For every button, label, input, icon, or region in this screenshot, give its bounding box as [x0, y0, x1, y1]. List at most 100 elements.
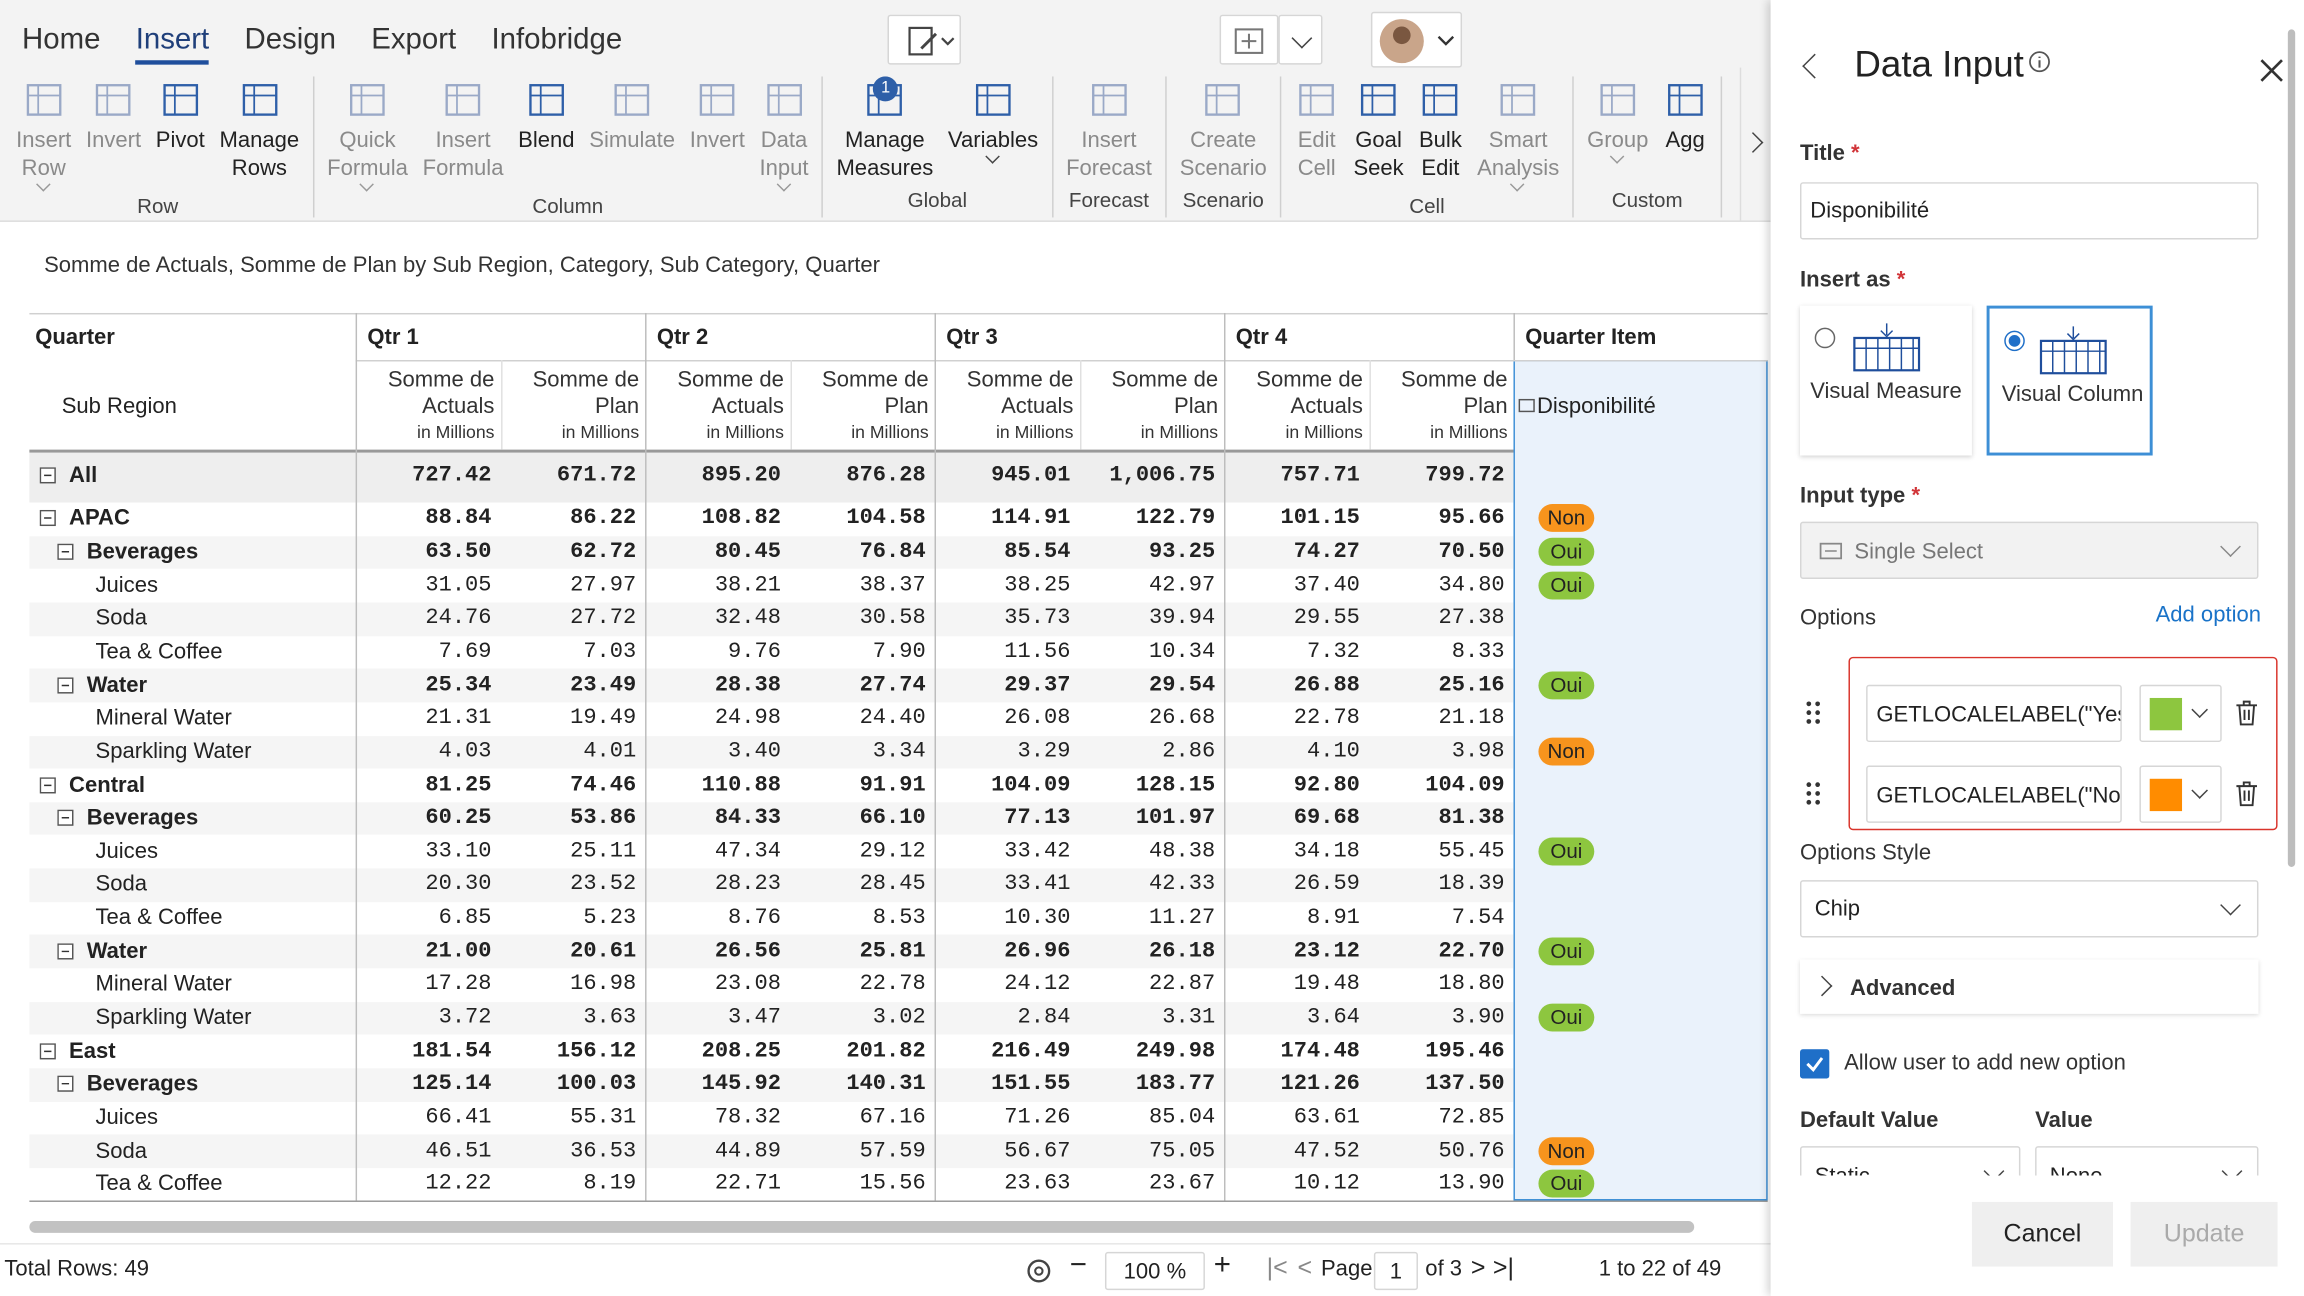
collapse-toggle[interactable]	[57, 1076, 75, 1094]
value-cell: 208.25	[649, 1038, 781, 1063]
value-cell: 26.18	[1083, 939, 1215, 964]
chip[interactable]: Oui	[1538, 1170, 1594, 1198]
measure-header: Somme de Plan	[507, 367, 639, 420]
chip[interactable]: Oui	[1538, 1004, 1594, 1032]
value-cell: 11.56	[938, 639, 1070, 664]
option-input[interactable]: GETLOCALELABEL("Yes")	[1866, 685, 2122, 742]
insert-as-card[interactable]: Visual Measure	[1800, 306, 1972, 456]
options-style-select[interactable]: Chip	[1800, 880, 2258, 937]
card-icon	[1851, 323, 1922, 373]
handle-dot	[1815, 719, 1820, 724]
icon-shape	[1854, 338, 1919, 370]
settings-icon[interactable]	[1021, 1253, 1056, 1288]
chip[interactable]: Non	[1538, 737, 1594, 765]
delete-option[interactable]	[2235, 780, 2259, 806]
input-type-select[interactable]: Single Select	[1800, 522, 2258, 579]
value-cell: 25.34	[359, 672, 491, 697]
value-cell: 13.90	[1372, 1172, 1504, 1197]
previous-page[interactable]: <	[1297, 1253, 1312, 1282]
add-option[interactable]: Add option	[2156, 602, 2261, 627]
zoom-in[interactable]: +	[1214, 1249, 1231, 1283]
value-cell: 10.12	[1228, 1172, 1360, 1197]
last-page[interactable]: >|	[1493, 1253, 1514, 1282]
info-icon[interactable]	[2028, 50, 2052, 74]
radio[interactable]	[1813, 326, 1837, 350]
first-page[interactable]: |<	[1267, 1253, 1288, 1282]
quarter-header[interactable]: Qtr 2	[657, 325, 708, 350]
chip[interactable]: Oui	[1538, 837, 1594, 865]
collapse-toggle[interactable]	[40, 1043, 58, 1061]
icon-shape	[1880, 323, 1892, 336]
value-cell: 5.23	[504, 905, 636, 930]
row-label: Juices	[96, 839, 158, 864]
value-cell: 1,006.75	[1083, 463, 1215, 488]
collapse-toggle[interactable]	[57, 677, 75, 695]
value-cell: 42.33	[1083, 872, 1215, 897]
insert-as-card[interactable]: Visual Column	[1987, 306, 2153, 456]
value-cell: 29.54	[1083, 672, 1215, 697]
value-cell: 100.03	[504, 1072, 636, 1097]
page-input[interactable]: 1	[1374, 1252, 1418, 1290]
option-color[interactable]	[2139, 685, 2221, 742]
radio[interactable]	[2003, 329, 2027, 353]
quarter-header[interactable]: Qtr 4	[1236, 325, 1287, 350]
chip[interactable]: Non	[1538, 504, 1594, 532]
chip[interactable]: Oui	[1538, 538, 1594, 566]
chip[interactable]: Oui	[1538, 937, 1594, 965]
delete-option[interactable]	[2235, 699, 2259, 725]
quarter-header[interactable]: Qtr 3	[946, 325, 997, 350]
value-cell: 4.03	[359, 739, 491, 764]
collapse-toggle[interactable]	[57, 810, 75, 828]
collapse-toggle[interactable]	[40, 777, 58, 795]
value-select[interactable]: None	[2035, 1146, 2258, 1175]
back-button[interactable]	[1802, 54, 1827, 79]
item-column-bg	[1513, 360, 1767, 1200]
update-button[interactable]: Update	[2131, 1202, 2278, 1267]
collapse-toggle[interactable]	[57, 943, 75, 961]
chip[interactable]: Oui	[1538, 671, 1594, 699]
value-cell: 28.38	[649, 672, 781, 697]
row-label: Tea & Coffee	[96, 639, 223, 664]
value-cell: 7.69	[359, 639, 491, 664]
value-cell: 22.78	[1228, 706, 1360, 731]
value-cell: 47.52	[1228, 1138, 1360, 1163]
insert-as-label: Insert as *	[1800, 267, 1905, 292]
close-button[interactable]	[2258, 57, 2284, 83]
collapse-toggle[interactable]	[40, 467, 58, 485]
value-cell: 26.08	[938, 706, 1070, 731]
value-cell: 10.34	[1083, 639, 1215, 664]
collapse-toggle[interactable]	[57, 544, 75, 562]
zoom-out[interactable]: −	[1070, 1249, 1087, 1283]
row-label: Water	[87, 672, 147, 697]
option-color[interactable]	[2139, 766, 2221, 823]
card-label: Visual Measure	[1800, 376, 1972, 407]
value-cell: 81.38	[1372, 805, 1504, 830]
value-cell: 156.12	[504, 1038, 636, 1063]
allow-new-option-checkbox[interactable]	[1800, 1049, 1829, 1078]
next-page[interactable]: >	[1471, 1253, 1486, 1282]
chip[interactable]: Non	[1538, 1137, 1594, 1165]
default-value-select[interactable]: Static	[1800, 1146, 2020, 1175]
collapse-toggle[interactable]	[40, 510, 58, 528]
chip[interactable]: Oui	[1538, 571, 1594, 599]
drag-handle[interactable]	[1806, 699, 1821, 725]
row-label: All	[69, 463, 97, 488]
cancel-button[interactable]: Cancel	[1972, 1202, 2113, 1267]
value-cell: 26.68	[1083, 706, 1215, 731]
panel-scrollbar[interactable]	[2288, 29, 2295, 867]
option-input[interactable]: GETLOCALELABEL("No")	[1866, 766, 2122, 823]
value-cell: 108.82	[649, 506, 781, 531]
item-header[interactable]: Disponibilité	[1537, 394, 1656, 419]
grid-line	[29, 1200, 1767, 1201]
value-cell: 22.78	[793, 972, 925, 997]
handle-dot	[1806, 710, 1811, 715]
advanced-section[interactable]: Advanced	[1800, 960, 2258, 1014]
quarter-header[interactable]: Qtr 1	[367, 325, 418, 350]
horizontal-scrollbar[interactable]	[29, 1221, 1694, 1233]
drag-handle[interactable]	[1806, 780, 1821, 806]
card-label: Visual Column	[1990, 379, 2156, 410]
title-input[interactable]: Disponibilité	[1800, 182, 2258, 239]
radio-ring	[1815, 328, 1834, 347]
zoom-input[interactable]: 100 %	[1105, 1252, 1205, 1290]
